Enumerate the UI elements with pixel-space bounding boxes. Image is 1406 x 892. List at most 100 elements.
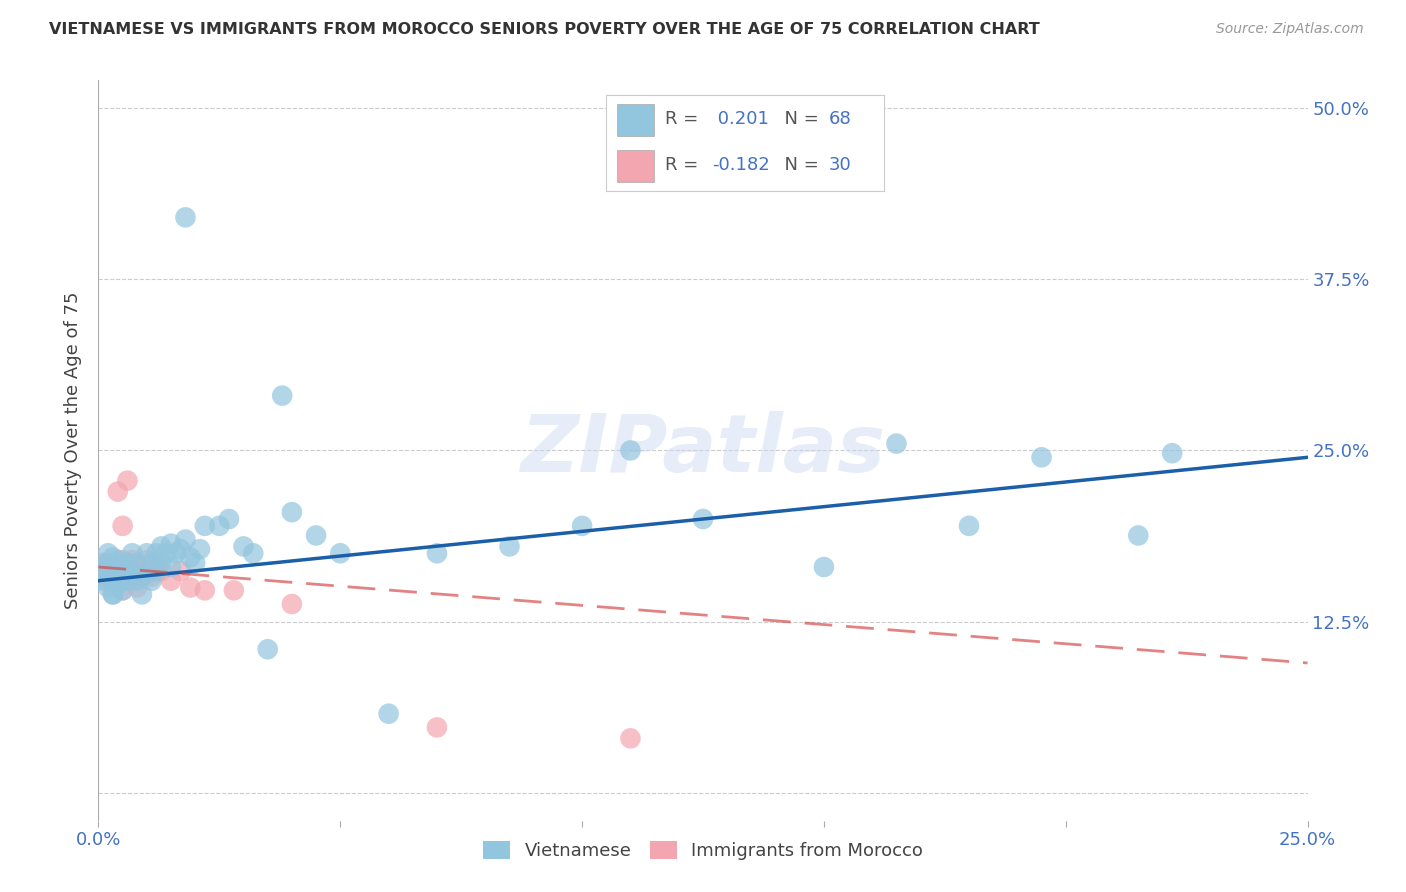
Point (131, 569, 153, 583)
Point (194, 583, 217, 598)
Point (141, 574, 163, 588)
Point (135, 566, 157, 581)
Point (101, 574, 124, 588)
Point (107, 564, 129, 578)
Point (117, 566, 139, 581)
Point (305, 528, 328, 542)
Point (91, 569, 114, 583)
Point (101, 574, 124, 588)
Y-axis label: Seniors Poverty Over the Age of 75: Seniors Poverty Over the Age of 75 (65, 292, 83, 609)
Point (121, 566, 143, 581)
Point (150, 564, 173, 578)
Point (174, 211, 197, 225)
Point (208, 519, 231, 533)
Point (101, 587, 124, 601)
Point (101, 587, 124, 601)
Point (107, 484, 129, 499)
Point (619, 731, 641, 746)
Point (101, 564, 124, 578)
Point (145, 560, 167, 574)
Point (426, 546, 449, 560)
Text: ZIPatlas: ZIPatlas (520, 411, 886, 490)
Point (169, 542, 191, 557)
Point (165, 546, 187, 560)
Point (111, 574, 134, 588)
Point (329, 546, 352, 560)
Point (111, 553, 134, 567)
Point (127, 574, 149, 588)
Point (281, 597, 304, 611)
Point (1128, 528, 1150, 542)
Point (813, 560, 835, 574)
Point (135, 546, 157, 560)
Point (155, 546, 177, 560)
Point (145, 564, 167, 578)
Point (91, 574, 114, 588)
Point (619, 443, 641, 458)
Point (141, 556, 163, 570)
Point (131, 587, 153, 601)
Point (117, 474, 139, 488)
Point (97, 581, 120, 595)
Point (121, 574, 143, 588)
Point (256, 642, 278, 657)
Point (498, 540, 520, 554)
Point (194, 519, 217, 533)
Point (101, 564, 124, 578)
Point (174, 533, 197, 547)
Point (169, 564, 191, 578)
Text: VIETNAMESE VS IMMIGRANTS FROM MOROCCO SENIORS POVERTY OVER THE AGE OF 75 CORRELA: VIETNAMESE VS IMMIGRANTS FROM MOROCCO SE… (49, 22, 1040, 37)
Point (111, 583, 134, 598)
Point (91, 560, 114, 574)
Point (377, 706, 399, 721)
Point (271, 389, 294, 403)
Point (957, 519, 980, 533)
Legend: Vietnamese, Immigrants from Morocco: Vietnamese, Immigrants from Morocco (475, 833, 931, 867)
Point (188, 542, 211, 557)
Point (117, 566, 139, 581)
Point (127, 556, 149, 570)
Point (127, 581, 149, 595)
Point (150, 556, 173, 570)
Point (160, 560, 183, 574)
Point (135, 553, 157, 567)
Point (121, 564, 143, 578)
Point (571, 519, 593, 533)
Point (150, 540, 173, 554)
Point (97, 566, 120, 581)
Point (111, 519, 134, 533)
Point (127, 560, 149, 574)
Point (242, 546, 264, 560)
Point (184, 556, 207, 570)
Point (426, 720, 449, 734)
Point (91, 556, 114, 570)
Point (111, 560, 134, 574)
Point (107, 553, 129, 567)
Point (131, 566, 153, 581)
Point (1031, 450, 1053, 465)
Point (281, 505, 304, 519)
Point (145, 546, 167, 560)
Point (111, 583, 134, 598)
Point (179, 581, 201, 595)
Point (121, 546, 143, 560)
Point (232, 540, 254, 554)
Point (107, 560, 129, 574)
Point (107, 574, 129, 588)
Point (97, 546, 120, 560)
Point (107, 578, 129, 592)
Point (121, 553, 143, 567)
Point (111, 569, 134, 583)
Point (117, 556, 139, 570)
Point (97, 574, 120, 588)
Point (692, 512, 714, 526)
Point (160, 537, 183, 551)
Point (97, 556, 120, 570)
Point (117, 574, 139, 588)
Point (97, 560, 120, 574)
Point (141, 569, 163, 583)
Point (886, 436, 908, 450)
Point (179, 550, 201, 565)
Point (222, 583, 245, 598)
Point (160, 574, 183, 588)
